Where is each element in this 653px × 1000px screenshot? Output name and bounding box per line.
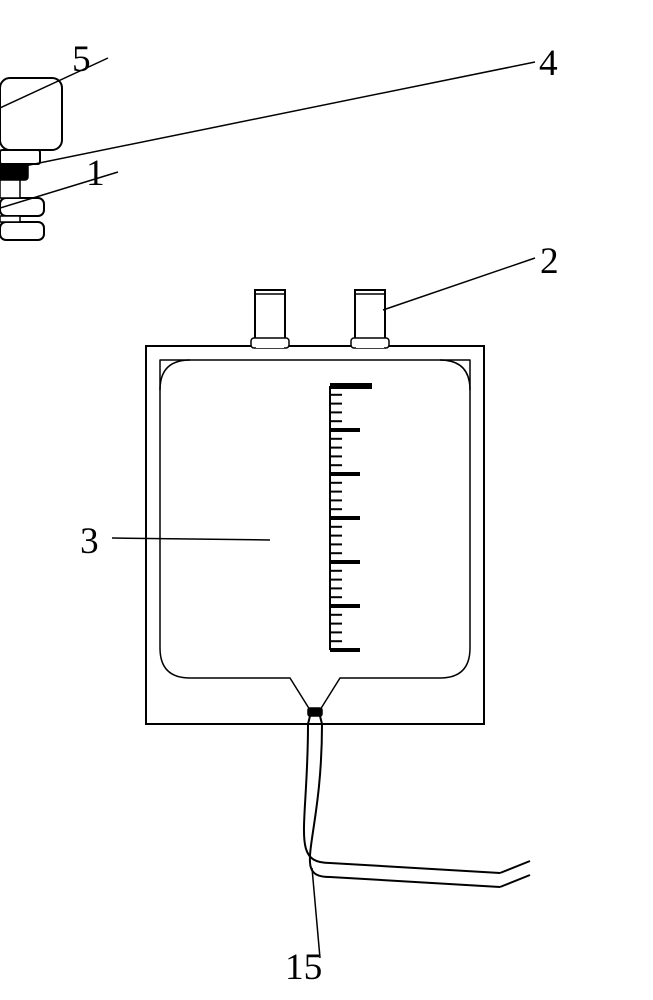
diagram-svg [0,0,653,1000]
callout-label-15: 15 [285,946,322,989]
callout-label-1: 1 [86,152,105,195]
callout-label-3: 3 [80,520,99,563]
callout-label-2: 2 [540,240,559,283]
callout-label-5: 5 [72,38,91,81]
callout-label-4: 4 [539,42,558,85]
figure [0,58,535,958]
